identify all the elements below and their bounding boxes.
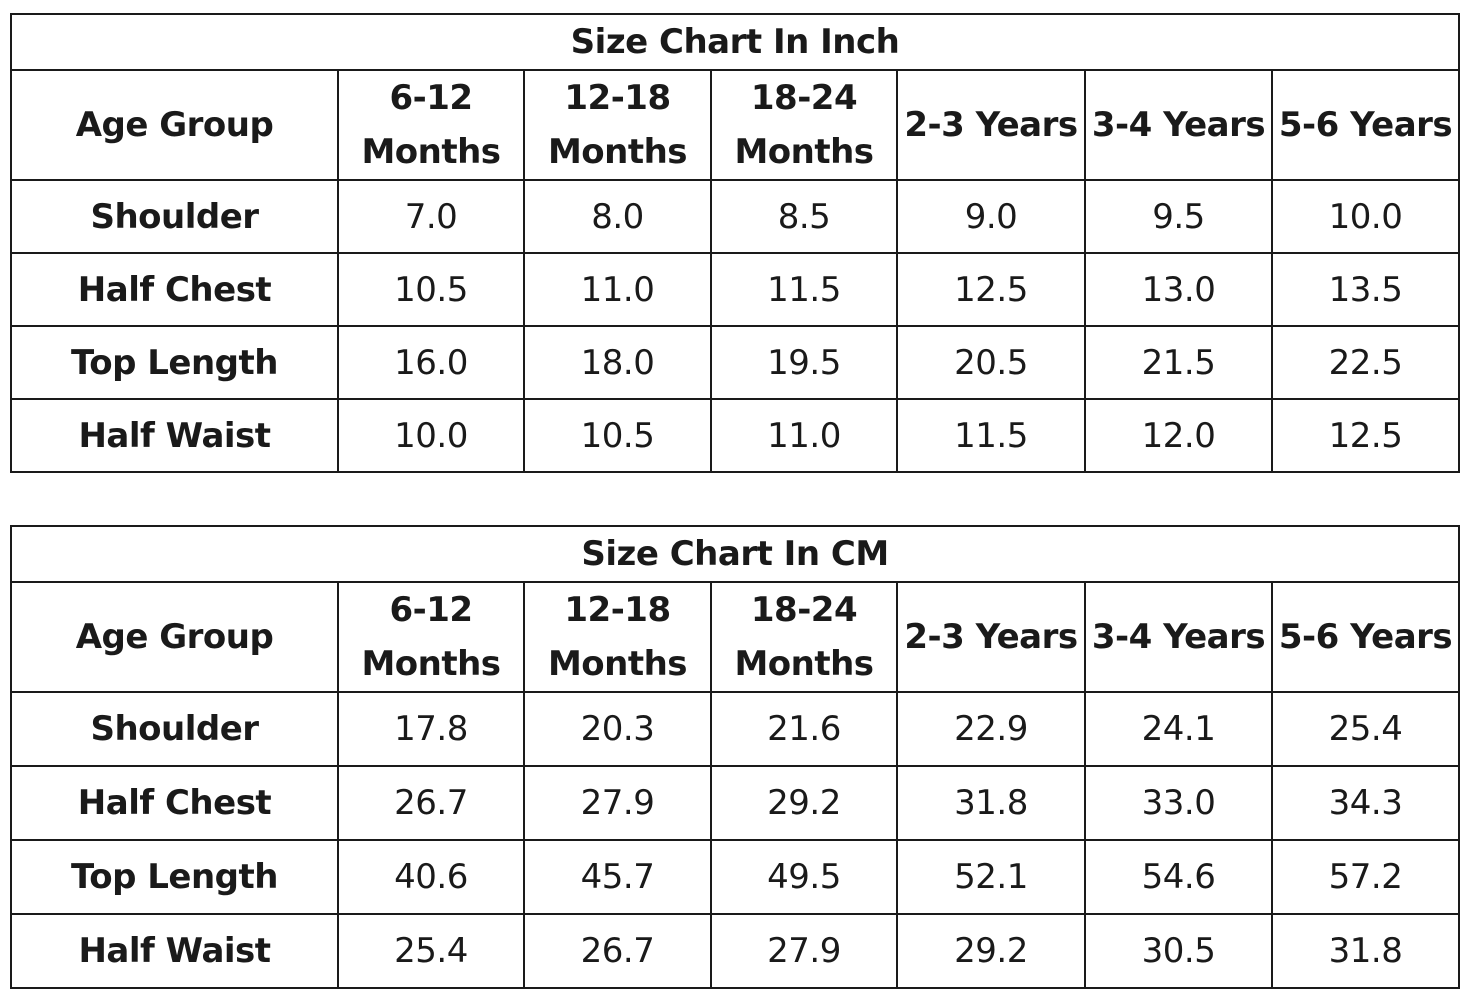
row-label-top-length: Top Length — [10, 839, 339, 915]
table-cell: 12.0 — [1084, 398, 1273, 473]
table-cell: 54.6 — [1084, 839, 1273, 915]
row-label-top-length: Top Length — [10, 325, 339, 400]
table-row: Half Waist 10.0 10.5 11.0 11.5 12.0 12.5 — [10, 398, 1461, 473]
table-cell: 10.5 — [523, 398, 712, 473]
table-cell: 9.0 — [896, 179, 1086, 254]
table-cell: 29.2 — [896, 913, 1086, 989]
table-cell: 16.0 — [337, 325, 525, 400]
table-cell: 57.2 — [1270, 839, 1461, 915]
table-row: Top Length 40.6 45.7 49.5 52.1 54.6 57.2 — [10, 839, 1461, 915]
table-cell: 22.5 — [1270, 325, 1461, 400]
row-label-shoulder: Shoulder — [10, 691, 339, 767]
table-cell: 8.0 — [523, 179, 712, 254]
size-chart-inch-table: Size Chart In Inch Age Group 6-12 Months … — [9, 13, 1461, 473]
column-header-18-24-months: 18-24 Months — [710, 69, 898, 181]
column-header-5-6-years: 5-6 Years — [1270, 581, 1461, 693]
column-header-2-3-years: 2-3 Years — [896, 581, 1086, 693]
column-header-12-18-months: 12-18 Months — [523, 69, 712, 181]
table-cell: 26.7 — [337, 765, 525, 841]
row-label-half-chest: Half Chest — [10, 765, 339, 841]
table-cell: 25.4 — [1270, 691, 1461, 767]
table-cell: 18.0 — [523, 325, 712, 400]
column-header-12-18-months: 12-18 Months — [523, 581, 712, 693]
table-cell: 40.6 — [337, 839, 525, 915]
table-cell: 21.5 — [1084, 325, 1273, 400]
table-row: Shoulder 17.8 20.3 21.6 22.9 24.1 25.4 — [10, 691, 1461, 767]
table-cell: 17.8 — [337, 691, 525, 767]
table-cell: 31.8 — [1270, 913, 1461, 989]
table-cell: 22.9 — [896, 691, 1086, 767]
table-cell: 21.6 — [710, 691, 898, 767]
table-cell: 49.5 — [710, 839, 898, 915]
table-cell: 11.0 — [710, 398, 898, 473]
age-group-header: Age Group — [10, 69, 339, 181]
column-header-5-6-years: 5-6 Years — [1270, 69, 1461, 181]
table-cell: 10.0 — [1270, 179, 1461, 254]
table-row: Top Length 16.0 18.0 19.5 20.5 21.5 22.5 — [10, 325, 1461, 400]
table-cell: 13.0 — [1084, 252, 1273, 327]
table-cell: 9.5 — [1084, 179, 1273, 254]
table-cell: 27.9 — [523, 765, 712, 841]
table-cell: 20.5 — [896, 325, 1086, 400]
table-cell: 52.1 — [896, 839, 1086, 915]
column-header-18-24-months: 18-24 Months — [710, 581, 898, 693]
table-cell: 19.5 — [710, 325, 898, 400]
table-title: Size Chart In Inch — [9, 13, 1461, 71]
table-cell: 33.0 — [1084, 765, 1273, 841]
table-row: Half Chest 10.5 11.0 11.5 12.5 13.0 13.5 — [10, 252, 1461, 327]
row-label-shoulder: Shoulder — [10, 179, 339, 254]
size-chart-cm-table: Size Chart In CM Age Group 6-12 Months 12… — [9, 525, 1461, 989]
row-label-half-waist: Half Waist — [10, 913, 339, 989]
column-header-3-4-years: 3-4 Years — [1084, 69, 1273, 181]
table-cell: 30.5 — [1084, 913, 1273, 989]
table-cell: 11.0 — [523, 252, 712, 327]
table-title: Size Chart In CM — [9, 525, 1461, 583]
table-cell: 11.5 — [710, 252, 898, 327]
table-cell: 34.3 — [1270, 765, 1461, 841]
table-cell: 26.7 — [523, 913, 712, 989]
table-row: Half Chest 26.7 27.9 29.2 31.8 33.0 34.3 — [10, 765, 1461, 841]
column-header-2-3-years: 2-3 Years — [896, 69, 1086, 181]
table-cell: 25.4 — [337, 913, 525, 989]
table-cell: 27.9 — [710, 913, 898, 989]
table-cell: 12.5 — [896, 252, 1086, 327]
table-cell: 8.5 — [710, 179, 898, 254]
column-header-6-12-months: 6-12 Months — [337, 69, 525, 181]
table-cell: 10.0 — [337, 398, 525, 473]
table-cell: 10.5 — [337, 252, 525, 327]
age-group-header: Age Group — [10, 581, 339, 693]
table-row: Half Waist 25.4 26.7 27.9 29.2 30.5 31.8 — [10, 913, 1461, 989]
row-label-half-waist: Half Waist — [10, 398, 339, 473]
table-cell: 7.0 — [337, 179, 525, 254]
column-header-6-12-months: 6-12 Months — [337, 581, 525, 693]
table-row: Shoulder 7.0 8.0 8.5 9.0 9.5 10.0 — [10, 179, 1461, 254]
table-cell: 20.3 — [523, 691, 712, 767]
table-cell: 12.5 — [1270, 398, 1461, 473]
table-cell: 29.2 — [710, 765, 898, 841]
table-cell: 11.5 — [896, 398, 1086, 473]
table-cell: 31.8 — [896, 765, 1086, 841]
column-header-3-4-years: 3-4 Years — [1084, 581, 1273, 693]
table-cell: 24.1 — [1084, 691, 1273, 767]
table-cell: 13.5 — [1270, 252, 1461, 327]
row-label-half-chest: Half Chest — [10, 252, 339, 327]
table-cell: 45.7 — [523, 839, 712, 915]
